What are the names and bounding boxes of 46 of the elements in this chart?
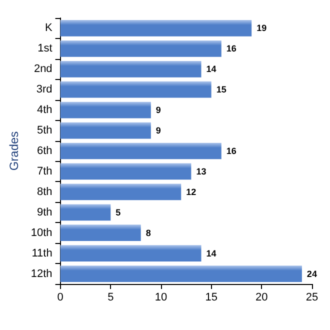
y-tick-label: 3rd	[36, 84, 52, 96]
x-tick-label: 10	[154, 292, 168, 304]
y-tick-label: K	[44, 22, 53, 34]
bar	[60, 60, 202, 78]
bar	[60, 102, 151, 118]
data-label: 15	[216, 84, 226, 95]
y-axis-title: Grades	[7, 131, 21, 171]
y-tick-label: 8th	[37, 186, 52, 198]
x-tick-label: 0	[57, 292, 64, 304]
bar	[60, 40, 222, 57]
bar	[60, 184, 182, 200]
y-tick-label: 9th	[37, 206, 52, 218]
data-label: 16	[226, 44, 236, 54]
data-label: 9	[156, 126, 161, 136]
y-tick-label: 5th	[37, 124, 52, 137]
bar	[60, 204, 111, 221]
bar	[60, 245, 202, 262]
x-tick-label: 25	[306, 292, 318, 304]
bar	[60, 224, 141, 242]
data-label: 8	[146, 228, 151, 238]
bar	[60, 142, 222, 160]
y-tick-label: 10th	[30, 226, 52, 239]
data-label: 13	[196, 166, 206, 176]
bar	[60, 81, 212, 98]
data-label: 14	[206, 64, 216, 74]
y-tick-label: 7th	[37, 165, 52, 178]
bar	[60, 163, 192, 180]
y-tick-label: 11th	[32, 247, 52, 260]
data-label: 5	[116, 207, 121, 218]
bar	[60, 266, 302, 282]
data-label: 14	[206, 248, 216, 258]
data-label: 19	[256, 23, 267, 34]
y-tick-label: 4th	[37, 104, 52, 116]
x-tick-label: 5	[108, 292, 114, 304]
y-tick-label: 12th	[30, 268, 52, 280]
x-tick-label: 15	[205, 292, 218, 304]
y-tick-label: 6th	[37, 145, 52, 157]
bar	[60, 20, 252, 36]
data-label: 9	[156, 105, 161, 116]
data-label: 16	[226, 146, 236, 156]
y-tick-label: 2nd	[34, 63, 52, 76]
y-tick-label: 1st	[38, 42, 52, 55]
data-label: 24	[306, 268, 317, 279]
bar	[60, 122, 151, 139]
x-tick-label: 20	[256, 292, 268, 304]
data-label: 12	[186, 186, 196, 197]
